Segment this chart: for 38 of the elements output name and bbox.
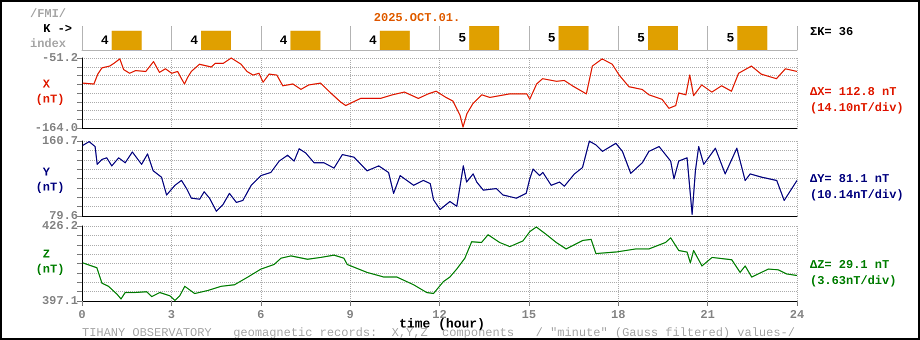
x-tick-label: 24 bbox=[790, 308, 804, 322]
x-tick-label: 6 bbox=[257, 308, 264, 322]
y-tick-label: 426.2 bbox=[42, 219, 78, 233]
x-tick-label: 9 bbox=[346, 308, 354, 322]
data-label: 5 bbox=[458, 30, 466, 46]
data-label: 4 bbox=[280, 32, 288, 48]
chart-title: 2025.OCT.01. bbox=[374, 11, 460, 25]
line-series bbox=[82, 57, 798, 128]
y-axis-title: K -> bbox=[43, 22, 72, 36]
text: /FMI/ bbox=[30, 7, 66, 21]
y-axis-title: X (nT) bbox=[36, 78, 64, 106]
y-tick-label: 160.7 bbox=[42, 134, 78, 148]
y-axis-title: Y (nT) bbox=[36, 166, 64, 194]
text: ΔX= 112.8 nT bbox=[810, 85, 896, 99]
data-label: 5 bbox=[726, 30, 734, 46]
text: index bbox=[30, 37, 66, 51]
text: ΔY= 81.1 nT bbox=[810, 172, 890, 186]
text: (3.63nT/div) bbox=[810, 274, 896, 288]
data-label: 5 bbox=[548, 30, 556, 46]
y-tick-label: -51.2 bbox=[42, 51, 78, 65]
text: (10.14nT/div) bbox=[810, 188, 904, 202]
y-axis-title: Z (nT) bbox=[36, 248, 64, 276]
text: ΔZ= 29.1 nT bbox=[810, 258, 890, 272]
x-tick-label: 21 bbox=[700, 308, 715, 322]
x-tick-label: 15 bbox=[522, 308, 536, 322]
y-tick-label: 397.1 bbox=[42, 294, 78, 308]
x-tick-label: 18 bbox=[611, 308, 626, 322]
line-series bbox=[82, 140, 798, 215]
data-label: 4 bbox=[100, 32, 109, 48]
line-series bbox=[82, 226, 798, 302]
data-label: 4 bbox=[190, 32, 198, 48]
data-label: 4 bbox=[369, 32, 377, 48]
text: (14.10nT/div) bbox=[810, 101, 904, 115]
data-label: 5 bbox=[637, 30, 646, 46]
x-tick-label: 0 bbox=[78, 308, 86, 322]
text: ΣK= 36 bbox=[810, 25, 854, 39]
x-tick-label: 3 bbox=[168, 308, 175, 322]
y-tick-label: -164.0 bbox=[34, 121, 78, 135]
